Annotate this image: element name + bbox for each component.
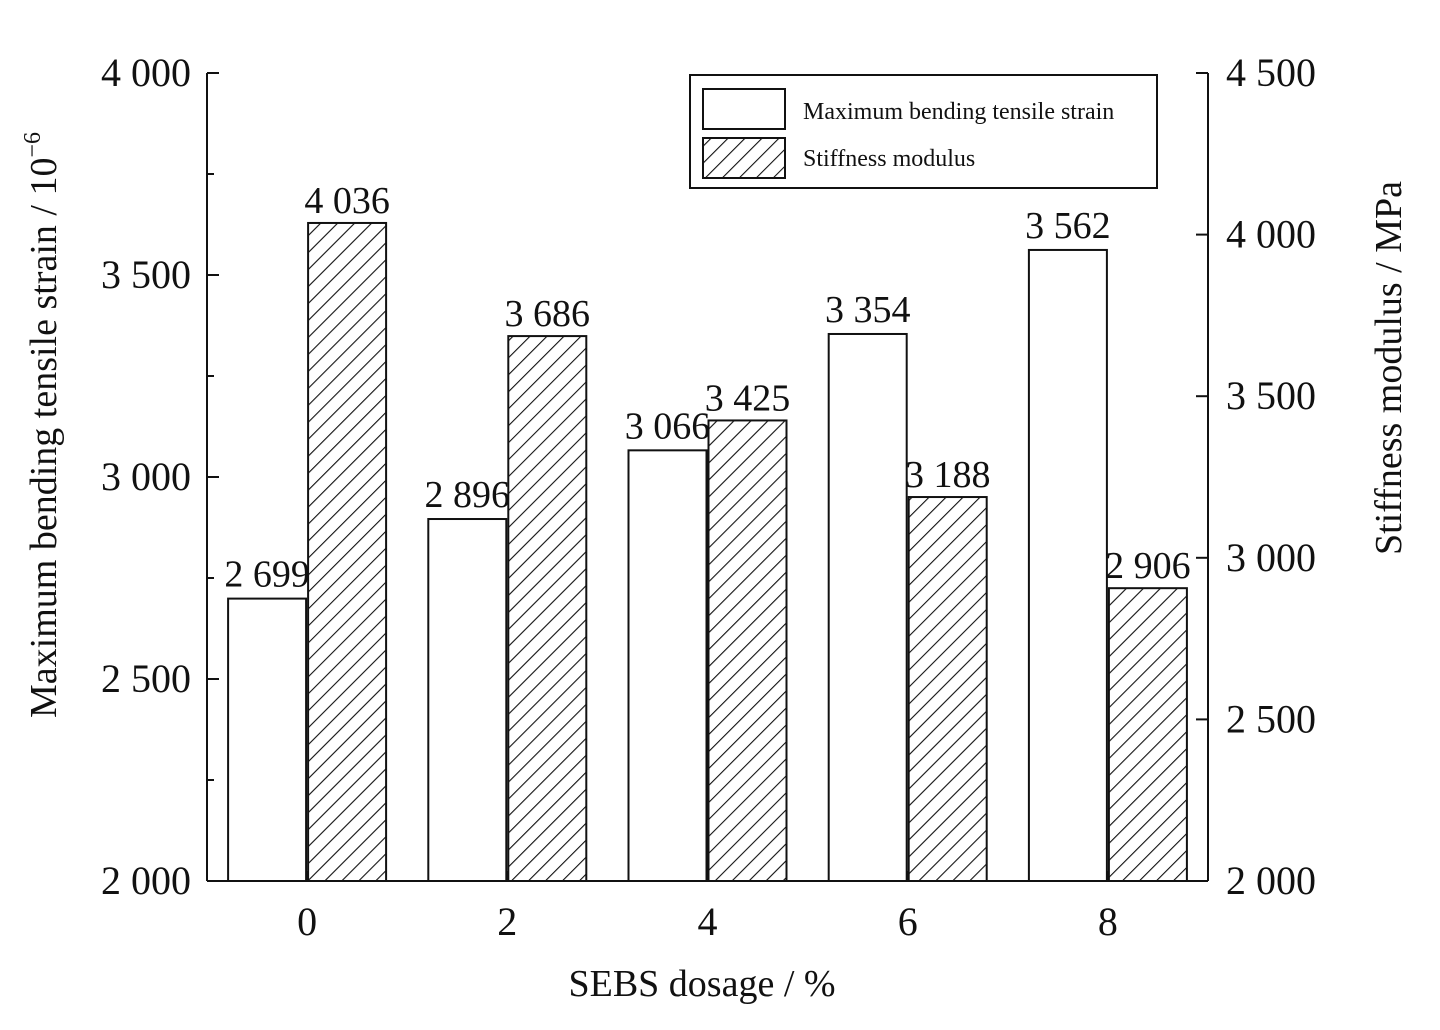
bar-strain — [1027, 248, 1108, 882]
bar-stiffness — [707, 419, 788, 882]
y-right-tick-label: 3 000 — [1226, 535, 1316, 580]
bar-strain — [827, 332, 908, 882]
x-axis-title: SEBS dosage / % — [568, 963, 835, 1005]
bar-stiffness — [507, 335, 588, 883]
data-label-strain: 3 066 — [625, 405, 711, 447]
data-label-strain: 2 896 — [425, 474, 511, 516]
data-label-stiffness: 3 686 — [505, 293, 591, 335]
y-left-tick-label: 4 000 — [101, 50, 191, 95]
y-left-tick-label: 2 000 — [101, 858, 191, 903]
y-axis-left-title-main: Maximum bending tensile strain / 10 — [23, 158, 65, 718]
data-label-stiffness: 4 036 — [304, 180, 390, 222]
legend-swatch-stiffness — [702, 137, 786, 179]
y-right-tick-label: 4 500 — [1226, 50, 1316, 95]
data-label-strain: 3 562 — [1025, 205, 1111, 247]
y-right-tick-label: 2 500 — [1226, 696, 1316, 741]
data-label-strain: 2 699 — [224, 554, 310, 596]
bar-stiffness — [1107, 587, 1188, 882]
bar-stiffness — [307, 221, 388, 883]
data-label-stiffness: 2 906 — [1105, 545, 1191, 587]
x-tick-label: 6 — [898, 899, 918, 944]
legend: Maximum bending tensile strain Stiffness… — [689, 74, 1158, 189]
y-right-tick-label: 4 000 — [1226, 212, 1316, 257]
x-tick-label: 4 — [698, 899, 718, 944]
data-label-stiffness: 3 425 — [705, 377, 791, 419]
data-label-strain: 3 354 — [825, 289, 911, 331]
y-left-tick-label: 3 000 — [101, 454, 191, 499]
bar-strain — [427, 518, 508, 882]
legend-swatch-strain — [702, 88, 786, 130]
legend-label-stiffness: Stiffness modulus — [803, 146, 975, 172]
bar-strain — [227, 597, 308, 882]
y-axis-left-title-exponent: −6 — [20, 132, 46, 158]
bar-strain — [627, 449, 708, 882]
bar-stiffness — [907, 496, 988, 882]
y-left-tick-label: 2 500 — [101, 656, 191, 701]
data-label-stiffness: 3 188 — [905, 454, 991, 496]
axes-layer: 2 000 2 500 3 000 3 500 4 000 2 000 2 500 3 000… — [101, 50, 1316, 944]
legend-label-strain: Maximum bending tensile strain — [803, 99, 1114, 125]
y-left-tick-label: 3 500 — [101, 252, 191, 297]
y-right-tick-label: 2 000 — [1226, 858, 1316, 903]
x-tick-label: 8 — [1098, 899, 1118, 944]
x-tick-label: 0 — [297, 899, 317, 944]
y-right-tick-label: 3 500 — [1226, 373, 1316, 418]
x-tick-label: 2 — [497, 899, 517, 944]
y-axis-left-title: Maximum bending tensile strain / 10−6 — [20, 132, 65, 718]
y-axis-right-title: Stiffness modulus / MPa — [1368, 181, 1410, 555]
